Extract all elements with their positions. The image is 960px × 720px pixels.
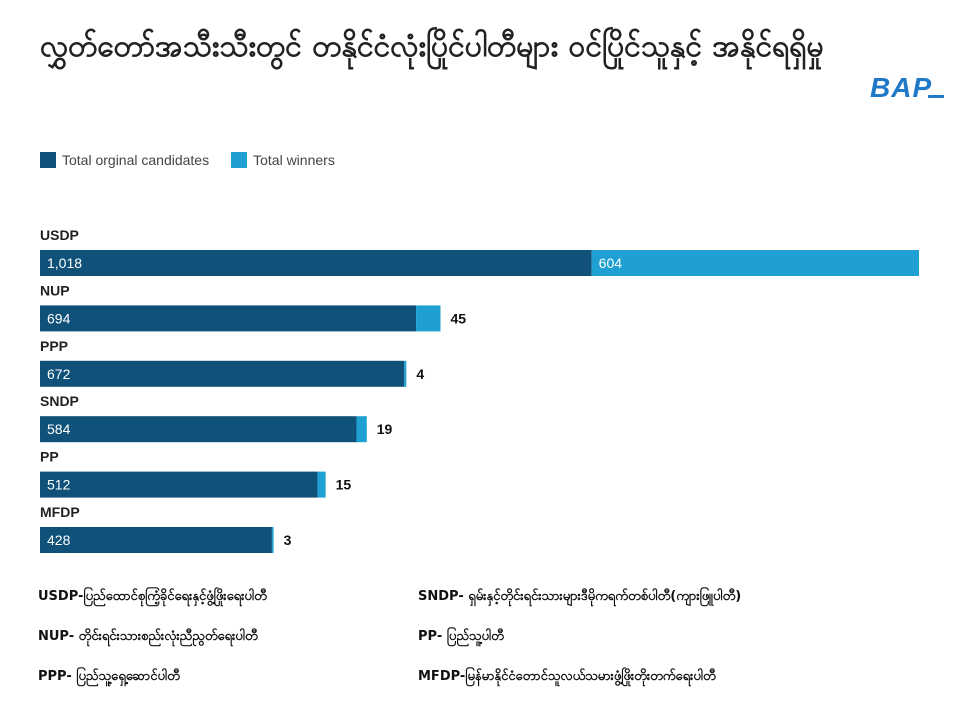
value-label-winners-pp: 15 [336, 477, 352, 493]
bar-candidates-pp [40, 471, 318, 498]
category-label-usdp: USDP [40, 227, 79, 243]
bar-winners-usdp [591, 250, 919, 276]
value-label-winners-nup: 45 [450, 310, 466, 326]
value-label-candidates-ppp: 672 [47, 366, 71, 382]
chart-title: လွှတ်တော်အသီးသီးတွင် တနိုင်ငံလုံးပြိုင်ပ… [40, 29, 824, 64]
bar-candidates-nup [40, 305, 417, 332]
note-mfdp: MFDP-မြန်မာနိုင်ငံတောင်သူလယ်သမားဖွံ့ဖြို… [418, 669, 716, 684]
bar-winners-sndp [356, 416, 367, 443]
value-label-candidates-usdp: 1,018 [47, 255, 82, 271]
value-label-winners-usdp: 604 [599, 255, 623, 271]
value-label-winners-mfdp: 3 [284, 532, 292, 548]
category-label-ppp: PPP [40, 338, 68, 354]
bar-candidates-sndp [40, 416, 357, 443]
bap-logo: BAP [870, 72, 933, 103]
legend-label-candidates: Total orginal candidates [62, 152, 210, 168]
note-pp: PP- ပြည်သူ့ပါတီ [418, 629, 504, 644]
value-label-winners-sndp: 19 [377, 421, 393, 437]
legend-label-winners: Total winners [253, 152, 335, 168]
note-nup: NUP- တိုင်းရင်းသားစည်းလုံးညီညွတ်ရေးပါတီ [38, 629, 258, 644]
bar-winners-pp [317, 471, 326, 498]
value-label-candidates-mfdp: 428 [47, 532, 71, 548]
bar-winners-mfdp [271, 527, 274, 553]
stacked-bar-chart: USDP 1,018 604 NUP 694 45 PPP 672 4 SNDP 584 19 PP 51… [40, 227, 919, 553]
bar-winners-nup [416, 305, 441, 332]
value-label-candidates-sndp: 584 [47, 421, 71, 437]
category-label-mfdp: MFDP [40, 504, 80, 520]
legend-swatch-winners [231, 152, 248, 168]
note-ppp: PPP- ပြည်သူ့ရှေ့ဆောင်ပါတီ [38, 669, 180, 684]
note-usdp: USDP-ပြည်ထောင်စုကြံ့ခိုင်ရေးနှင့်ဖွံ့ဖြိ… [38, 589, 267, 604]
category-label-sndp: SNDP [40, 393, 79, 409]
bar-candidates-ppp [40, 360, 405, 387]
legend-item-candidates[interactable]: Total orginal candidates [40, 152, 209, 168]
value-label-candidates-pp: 512 [47, 477, 71, 493]
legend: Total orginal candidates Total winners [40, 152, 335, 168]
category-label-pp: PP [40, 449, 59, 465]
value-label-candidates-nup: 694 [47, 310, 71, 326]
logo-underline [928, 95, 944, 98]
note-sndp: SNDP- ရှမ်းနှင့်တိုင်းရင်းသားများဒီမိုကရ… [418, 589, 742, 604]
abbreviation-notes: USDP-ပြည်ထောင်စုကြံ့ခိုင်ရေးနှင့်ဖွံ့ဖြိ… [38, 584, 928, 704]
bar-candidates-mfdp [40, 527, 272, 553]
bar-winners-ppp [404, 360, 407, 387]
value-label-winners-ppp: 4 [416, 366, 424, 382]
legend-item-winners[interactable]: Total winners [231, 152, 335, 168]
bar-candidates-usdp [40, 250, 592, 276]
category-label-nup: NUP [40, 282, 70, 298]
legend-swatch-candidates [40, 152, 56, 168]
